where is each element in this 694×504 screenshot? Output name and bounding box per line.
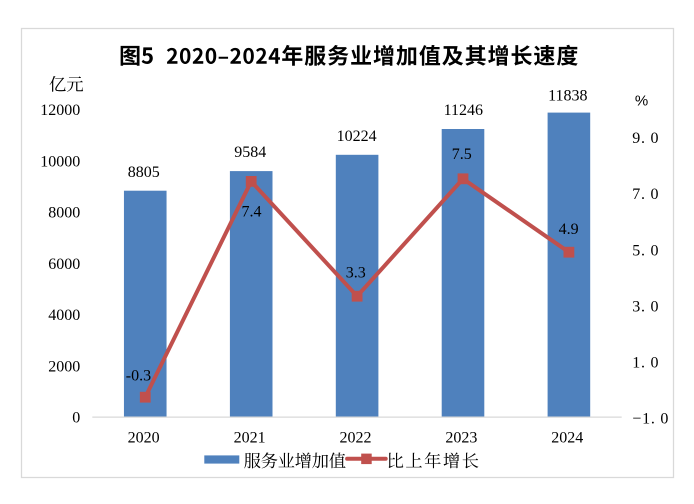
svg-text:11838: 11838 bbox=[548, 88, 587, 105]
svg-text:4000: 4000 bbox=[48, 307, 80, 324]
svg-text:3. 0: 3. 0 bbox=[632, 298, 659, 315]
svg-text:4.9: 4.9 bbox=[559, 221, 579, 238]
svg-text:6000: 6000 bbox=[48, 256, 80, 273]
svg-text:0: 0 bbox=[72, 410, 80, 427]
svg-text:7.4: 7.4 bbox=[242, 204, 262, 221]
svg-text:8805: 8805 bbox=[128, 164, 160, 181]
svg-text:1. 0: 1. 0 bbox=[632, 354, 659, 371]
svg-text:9. 0: 9. 0 bbox=[632, 130, 659, 147]
svg-text:-0.3: -0.3 bbox=[126, 367, 151, 384]
svg-text:2023: 2023 bbox=[445, 430, 477, 447]
svg-text:10000: 10000 bbox=[40, 153, 80, 170]
svg-text:8000: 8000 bbox=[48, 205, 80, 222]
svg-text:−1. 0: −1. 0 bbox=[632, 411, 669, 428]
svg-text:5. 0: 5. 0 bbox=[632, 242, 659, 259]
svg-text:%: % bbox=[635, 93, 648, 110]
svg-text:2000: 2000 bbox=[48, 358, 80, 375]
svg-text:9584: 9584 bbox=[234, 144, 266, 161]
svg-text:11246: 11246 bbox=[444, 102, 483, 119]
svg-text:7. 0: 7. 0 bbox=[632, 186, 659, 203]
svg-text:10224: 10224 bbox=[337, 128, 377, 145]
svg-text:2024: 2024 bbox=[551, 430, 583, 447]
svg-text:2020: 2020 bbox=[128, 430, 160, 447]
svg-text:7.5: 7.5 bbox=[452, 146, 472, 163]
svg-text:2022: 2022 bbox=[340, 430, 372, 447]
svg-text:12000: 12000 bbox=[40, 102, 80, 119]
svg-text:2021: 2021 bbox=[234, 430, 266, 447]
svg-text:3.3: 3.3 bbox=[346, 265, 366, 282]
